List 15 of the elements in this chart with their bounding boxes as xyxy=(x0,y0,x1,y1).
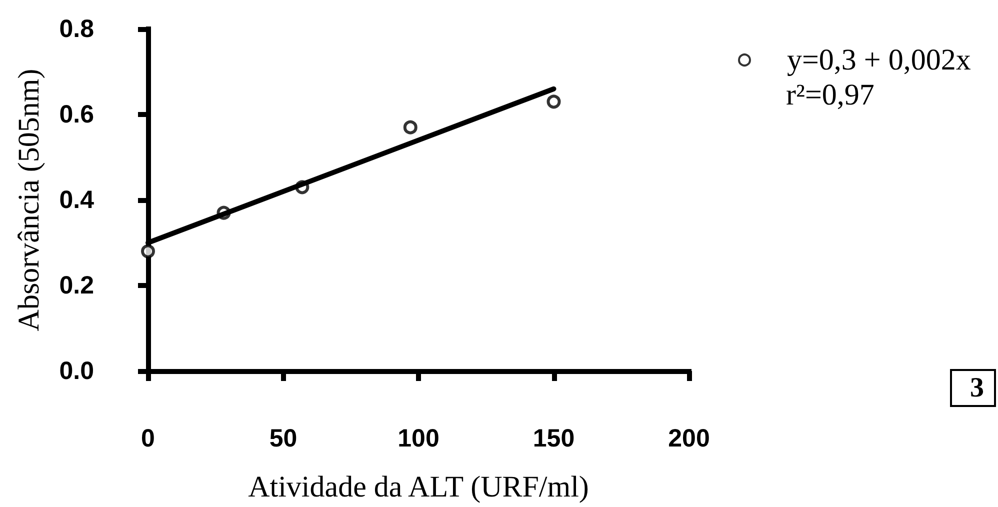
text: r²=0,97 xyxy=(786,78,874,112)
x-tick-label: 0 xyxy=(141,424,155,452)
x-tick-label: 150 xyxy=(532,424,575,452)
legend-label: y=0,3 + 0,002x xyxy=(787,44,971,76)
y-axis-title: Absorvância (505nm) xyxy=(12,68,46,332)
y-tick-label: 0.0 xyxy=(59,357,94,385)
y-tick-label: 0.2 xyxy=(59,272,94,300)
x-axis-title: Atividade da ALT (URF/ml) xyxy=(248,470,589,504)
y-tick-label: 0.4 xyxy=(59,186,94,214)
y-tick-label: 0.8 xyxy=(59,15,94,43)
x-tick-label: 50 xyxy=(269,424,298,452)
text: 3 xyxy=(970,372,984,404)
x-tick-label: 200 xyxy=(668,424,710,452)
x-tick-label: 100 xyxy=(398,424,440,452)
y-tick-label: 0.6 xyxy=(59,100,94,128)
